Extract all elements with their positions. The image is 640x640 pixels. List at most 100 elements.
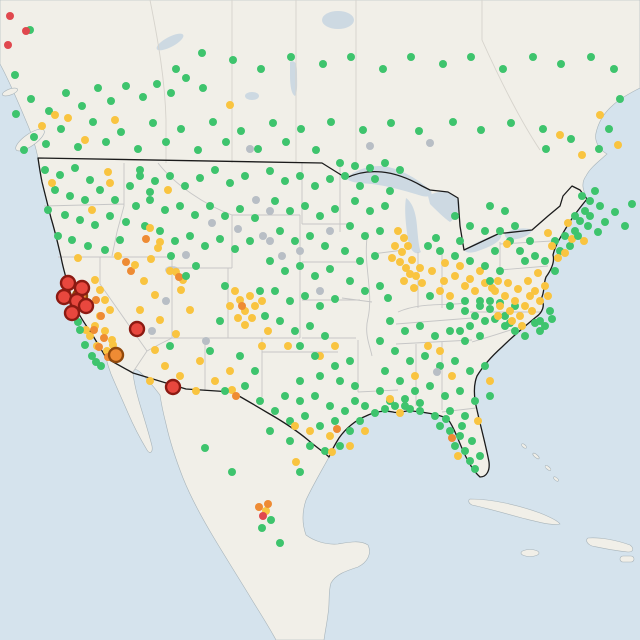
- aqi-marker-good[interactable]: [181, 182, 189, 190]
- aqi-marker-good[interactable]: [496, 227, 504, 235]
- aqi-marker-good[interactable]: [371, 409, 379, 417]
- aqi-marker-good[interactable]: [162, 138, 170, 146]
- aqi-marker-moderate[interactable]: [106, 306, 114, 314]
- aqi-marker-moderate[interactable]: [400, 234, 408, 242]
- aqi-marker-good[interactable]: [229, 56, 237, 64]
- aqi-marker-moderate[interactable]: [436, 347, 444, 355]
- aqi-marker-good[interactable]: [442, 415, 450, 423]
- aqi-marker-unhealthy-sensitive[interactable]: [122, 258, 130, 266]
- aqi-marker-good[interactable]: [216, 317, 224, 325]
- aqi-marker-good[interactable]: [96, 186, 104, 194]
- aqi-marker-good[interactable]: [461, 307, 469, 315]
- aqi-marker-no-data[interactable]: [266, 237, 274, 245]
- aqi-marker-good[interactable]: [436, 422, 444, 430]
- aqi-marker-moderate[interactable]: [494, 312, 502, 320]
- aqi-marker-moderate[interactable]: [136, 306, 144, 314]
- aqi-marker-moderate[interactable]: [86, 332, 94, 340]
- aqi-marker-good[interactable]: [461, 447, 469, 455]
- aqi-marker-moderate[interactable]: [474, 417, 482, 425]
- aqi-marker-no-data[interactable]: [252, 196, 260, 204]
- aqi-marker-moderate[interactable]: [564, 219, 572, 227]
- aqi-marker-good[interactable]: [282, 138, 290, 146]
- aqi-marker-good[interactable]: [209, 118, 217, 126]
- aqi-marker-good[interactable]: [166, 342, 174, 350]
- aqi-marker-good[interactable]: [381, 159, 389, 167]
- aqi-marker-good[interactable]: [436, 362, 444, 370]
- aqi-marker-good[interactable]: [366, 207, 374, 215]
- aqi-marker-good[interactable]: [258, 524, 266, 532]
- aqi-marker-moderate[interactable]: [258, 342, 266, 350]
- aqi-marker-good[interactable]: [236, 352, 244, 360]
- aqi-marker-good[interactable]: [496, 267, 504, 275]
- aqi-marker-good[interactable]: [117, 128, 125, 136]
- aqi-marker-good[interactable]: [196, 174, 204, 182]
- aqi-marker-good[interactable]: [371, 252, 379, 260]
- aqi-marker-moderate[interactable]: [536, 297, 544, 305]
- aqi-marker-good[interactable]: [566, 242, 574, 250]
- aqi-marker-good[interactable]: [351, 382, 359, 390]
- aqi-marker-good[interactable]: [351, 397, 359, 405]
- aqi-marker-no-data[interactable]: [426, 139, 434, 147]
- aqi-marker-good[interactable]: [366, 164, 374, 172]
- aqi-marker-good[interactable]: [281, 392, 289, 400]
- aqi-marker-good[interactable]: [401, 327, 409, 335]
- aqi-marker-good[interactable]: [206, 347, 214, 355]
- aqi-marker-good[interactable]: [306, 232, 314, 240]
- aqi-marker-good[interactable]: [432, 234, 440, 242]
- aqi-marker-unhealthy-sensitive[interactable]: [127, 267, 135, 275]
- aqi-marker-good[interactable]: [194, 146, 202, 154]
- aqi-marker-moderate[interactable]: [511, 297, 519, 305]
- aqi-marker-good[interactable]: [226, 179, 234, 187]
- aqi-marker-good[interactable]: [71, 164, 79, 172]
- aqi-marker-no-data[interactable]: [202, 337, 210, 345]
- aqi-marker-good[interactable]: [246, 237, 254, 245]
- aqi-marker-good[interactable]: [30, 133, 38, 141]
- aqi-marker-good[interactable]: [61, 211, 69, 219]
- aqi-marker-good[interactable]: [326, 402, 334, 410]
- aqi-marker-good[interactable]: [376, 337, 384, 345]
- aqi-marker-good[interactable]: [316, 302, 324, 310]
- aqi-marker-good[interactable]: [507, 119, 515, 127]
- aqi-marker-good[interactable]: [574, 232, 582, 240]
- aqi-marker-moderate[interactable]: [501, 292, 509, 300]
- aqi-marker-good[interactable]: [336, 442, 344, 450]
- aqi-marker-good[interactable]: [106, 212, 114, 220]
- aqi-marker-moderate[interactable]: [248, 314, 256, 322]
- aqi-marker-good[interactable]: [381, 405, 389, 413]
- aqi-marker-good[interactable]: [461, 412, 469, 420]
- aqi-marker-good[interactable]: [167, 89, 175, 97]
- aqi-marker-good[interactable]: [327, 118, 335, 126]
- aqi-marker-good[interactable]: [401, 395, 409, 403]
- aqi-marker-moderate[interactable]: [211, 377, 219, 385]
- aqi-marker-good[interactable]: [153, 80, 161, 88]
- aqi-marker-good[interactable]: [415, 127, 423, 135]
- aqi-marker-unhealthy-large[interactable]: [63, 304, 81, 322]
- aqi-marker-good[interactable]: [476, 332, 484, 340]
- aqi-marker-good[interactable]: [331, 417, 339, 425]
- aqi-marker-unhealthy[interactable]: [22, 27, 30, 35]
- aqi-marker-good[interactable]: [628, 200, 636, 208]
- aqi-marker-unhealthy-large[interactable]: [164, 378, 182, 396]
- aqi-marker-good[interactable]: [156, 227, 164, 235]
- aqi-marker-moderate[interactable]: [151, 291, 159, 299]
- aqi-marker-moderate[interactable]: [114, 252, 122, 260]
- aqi-marker-moderate[interactable]: [258, 297, 266, 305]
- aqi-marker-good[interactable]: [595, 145, 603, 153]
- aqi-marker-moderate[interactable]: [391, 242, 399, 250]
- aqi-marker-good[interactable]: [361, 287, 369, 295]
- aqi-marker-good[interactable]: [584, 222, 592, 230]
- aqi-marker-good[interactable]: [501, 312, 509, 320]
- aqi-marker-moderate[interactable]: [506, 307, 514, 315]
- aqi-marker-moderate[interactable]: [172, 330, 180, 338]
- aqi-marker-good[interactable]: [92, 358, 100, 366]
- aqi-marker-good[interactable]: [436, 247, 444, 255]
- aqi-marker-no-data[interactable]: [208, 219, 216, 227]
- aqi-marker-good[interactable]: [551, 267, 559, 275]
- aqi-marker-good[interactable]: [206, 202, 214, 210]
- aqi-marker-moderate[interactable]: [524, 277, 532, 285]
- aqi-marker-moderate[interactable]: [161, 362, 169, 370]
- aqi-marker-moderate[interactable]: [531, 287, 539, 295]
- aqi-marker-moderate[interactable]: [228, 386, 236, 394]
- aqi-marker-good[interactable]: [536, 327, 544, 335]
- aqi-marker-good[interactable]: [76, 216, 84, 224]
